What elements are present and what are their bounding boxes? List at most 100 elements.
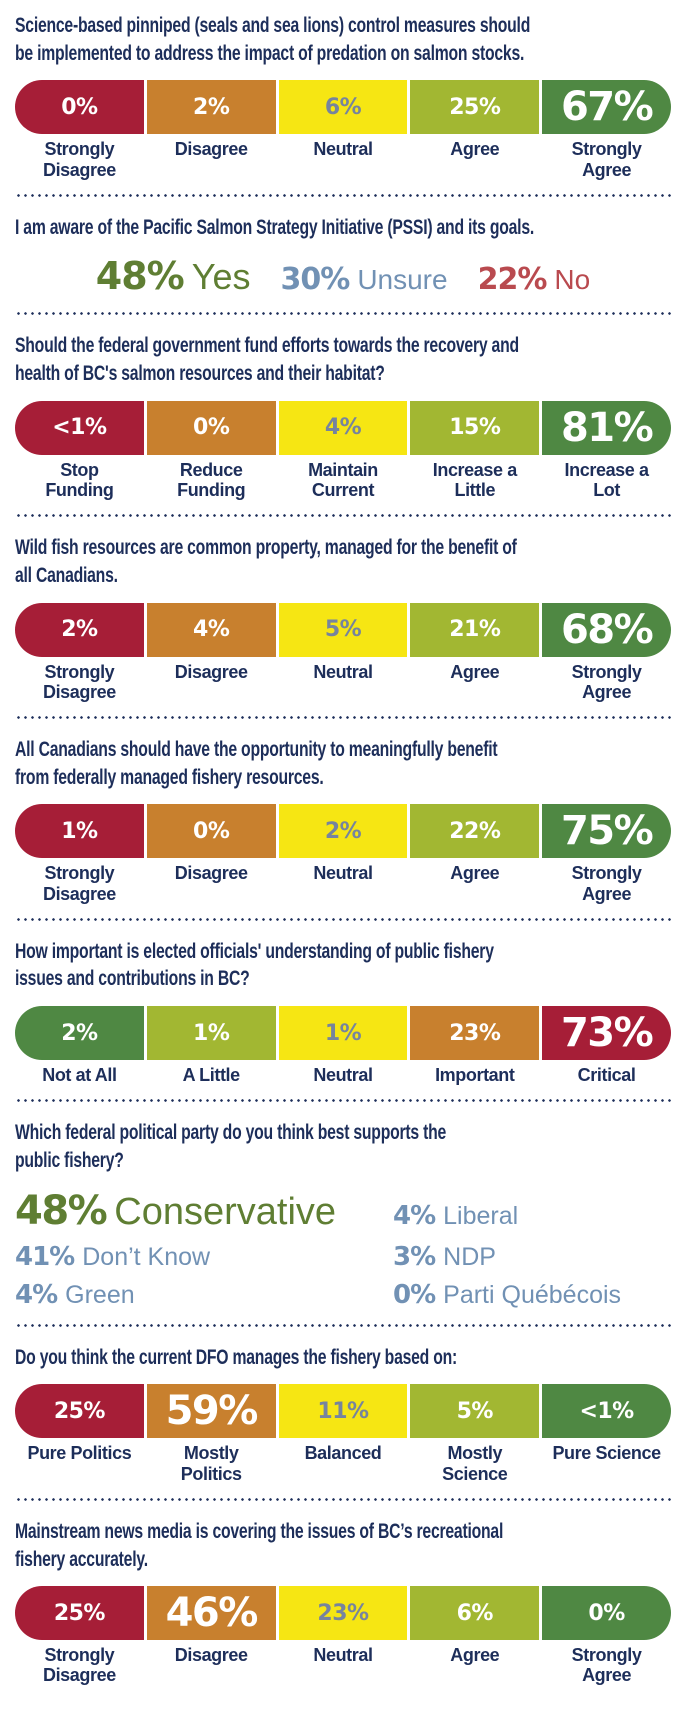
segment-label: Disagree [174,1645,248,1666]
scale-segment: 46% [146,1586,276,1641]
dotted-divider [15,312,671,316]
segment-value: <1% [579,1398,634,1424]
segment-value: 21% [449,617,501,643]
scale-segment: 0% [146,804,276,859]
scale-segment: 6% [278,80,408,135]
scale-labels: Stop Funding Reduce Funding Maintain Cur… [15,460,671,500]
response-scale: 1% 0% 2% 22% 75% [15,804,671,859]
segment-label: Agree [450,1645,500,1666]
segment-label: Strongly Disagree [42,863,116,904]
scale-segment: 25% [410,80,540,135]
segment-label: Neutral [313,661,373,682]
inline-stats: 48% Yes 30% Unsure 22% No [15,254,671,298]
scale-labels: Strongly Disagree Disagree Neutral Agree… [15,863,671,903]
stat-label: NDP [443,1242,496,1271]
scale-segment: 68% [542,602,671,657]
segment-label: Strongly Disagree [42,661,116,702]
segment-value: 25% [449,94,501,120]
segment-value: 73% [560,1010,654,1057]
scale-segment: 81% [542,400,671,455]
segment-value: 15% [449,415,501,441]
scale-labels: Strongly Disagree Disagree Neutral Agree… [15,1645,671,1685]
scale-segment: 1% [146,1006,276,1061]
segment-value: 25% [53,1398,106,1424]
scale-segment: 0% [15,80,144,135]
scale-labels: Not at All A Little Neutral Important Cr… [15,1065,671,1085]
scale-segment: 5% [410,1384,540,1439]
dotted-divider [15,193,671,197]
question-title: Wild fish resources are common property,… [15,536,517,587]
stat-label: Parti Québécois [443,1280,622,1309]
segment-label: Strongly Agree [571,1645,642,1686]
response-scale: <1% 0% 4% 15% 81% [15,400,671,455]
dotted-divider [15,1497,671,1501]
scale-segment: 15% [410,400,540,455]
scale-segment: 2% [278,804,408,859]
scale-segment: 21% [410,602,540,657]
question-title: I am aware of the Pacific Salmon Strateg… [15,215,535,239]
segment-label: Reduce Funding [177,459,246,501]
segment-label: Agree [450,139,500,160]
segment-label: Disagree [174,139,248,160]
scale-segment: 2% [146,80,276,135]
scale-labels: Strongly Disagree Disagree Neutral Agree… [15,662,671,702]
segment-value: 4% [193,617,230,643]
question-block-benefit-opportunity: All Canadians should have the opportunit… [15,736,671,904]
scale-labels: Pure Politics Mostly Politics Balanced M… [15,1443,671,1483]
segment-label: Strongly Agree [571,661,642,702]
stat-label: Liberal [443,1201,519,1230]
segment-value: 2% [193,94,230,120]
dotted-divider [15,1099,671,1103]
stat-yes: 48% Yes [96,254,251,298]
segment-label: Neutral [313,863,373,884]
segment-label: Mostly Science [442,1443,508,1484]
scale-segment: 2% [15,602,144,657]
stat-value: 3% [393,1241,436,1272]
segment-value: 6% [324,94,362,120]
segment-value: 81% [560,404,654,451]
scale-segment: 0% [146,400,276,455]
stat-label: Don’t Know [82,1242,211,1271]
scale-segment: 1% [278,1006,408,1061]
question-block-common-property: Wild fish resources are common property,… [15,534,671,702]
segment-value: 2% [61,1020,98,1046]
segment-value: 4% [324,415,362,441]
segment-value: 0% [193,415,230,441]
segment-label: Strongly Disagree [42,1645,116,1686]
segment-label: Neutral [313,139,373,160]
response-scale: 0% 2% 6% 25% 67% [15,80,671,135]
dotted-divider [15,715,671,719]
scale-segment: 67% [542,80,671,135]
segment-label: Strongly Disagree [42,139,116,180]
stat-label: Conservative [114,1190,337,1233]
party-stat-parti-quebecois: 0% Parti Québécois [393,1280,671,1310]
scale-segment: 5% [278,602,408,657]
segment-value: 22% [449,818,501,844]
segment-value: 2% [61,617,98,643]
stat-label: Green [65,1280,135,1309]
question-block-pssi-awareness: I am aware of the Pacific Salmon Strateg… [15,214,671,299]
segment-value: <1% [52,415,107,441]
segment-value: 23% [449,1020,501,1046]
response-scale: 25% 46% 23% 6% 0% [15,1586,671,1641]
segment-value: 6% [456,1600,494,1626]
scale-segment: 25% [15,1384,144,1439]
scale-segment: <1% [542,1384,671,1439]
segment-value: 23% [317,1600,369,1626]
segment-label: Strongly Agree [571,863,642,904]
segment-label: Balanced [304,1443,382,1464]
scale-segment: <1% [15,400,144,455]
question-title: How important is elected officials' unde… [15,939,494,991]
question-block-pinniped-control: Science-based pinniped (seals and sea li… [15,12,671,180]
scale-segment: 23% [410,1006,540,1061]
scale-segment: 11% [278,1384,408,1439]
segment-label: Agree [450,863,500,884]
scale-segment: 4% [278,400,408,455]
stat-value: 30% [280,262,351,298]
question-title: Which federal political party do you thi… [15,1121,447,1173]
scale-segment: 4% [146,602,276,657]
segment-label: Increase a Little [432,459,517,501]
question-block-media-coverage: Mainstream news media is covering the is… [15,1518,671,1686]
stat-label: Yes [191,256,251,298]
segment-label: Pure Science [552,1443,661,1464]
